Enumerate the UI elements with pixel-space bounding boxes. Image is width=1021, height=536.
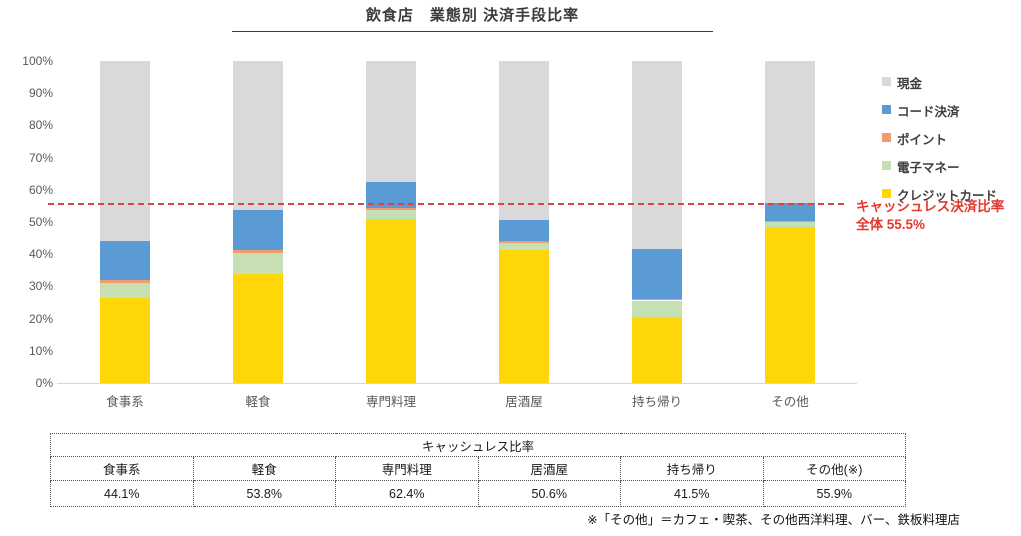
cashless-annotation: キャッシュレス決済比率 全体 55.5% (856, 198, 1021, 234)
table-value-cell: 41.5% (620, 480, 764, 507)
bar-segment-credit-card (499, 250, 549, 383)
table-value-cell: 53.8% (192, 480, 336, 507)
bar-segment-e-money (499, 243, 549, 251)
legend-item-e-money: 電子マネー (882, 157, 960, 175)
table-column-header: 居酒屋 (477, 456, 621, 481)
legend-item-points: ポイント (882, 129, 947, 147)
table-title: キャッシュレス比率 (50, 433, 906, 457)
y-axis-tick-label: 20% (28, 311, 53, 326)
x-axis-category-label: その他 (771, 395, 809, 409)
chart-title: 飲食店 業態別 決済手段比率 (365, 7, 580, 24)
bar-segment-e-money (765, 222, 815, 228)
y-axis-tick-label: 90% (28, 86, 53, 101)
table-column-header: 持ち帰り (620, 456, 764, 481)
bar-segment-points (765, 221, 815, 222)
bar-segment-cash (765, 61, 815, 203)
bar-segment-points (499, 241, 549, 244)
bar-segment-points (632, 298, 682, 301)
bar-segment-e-money (100, 283, 150, 299)
x-axis-category-label: 持ち帰り (631, 395, 682, 409)
table-value-cell: 55.9% (762, 480, 906, 507)
y-axis-tick-label: 50% (28, 215, 53, 229)
legend-item-cash: 現金 (882, 73, 922, 91)
bar-segment-credit-card (632, 316, 682, 383)
table-value-cell: 44.1% (50, 480, 194, 507)
summary-table: キャッシュレス比率 食事系 軽食 専門料理 居酒屋 持ち帰り その他(※) 44.1% 53… (50, 433, 906, 507)
bar-segment-code-payment (233, 209, 283, 251)
legend-label: 電子マネー (897, 161, 960, 175)
table-column-header: 食事系 (50, 456, 194, 481)
table-value-cell: 62.4% (335, 480, 479, 507)
legend-swatch (882, 189, 891, 198)
x-axis-category-label: 専門料理 (365, 395, 416, 409)
bar-segment-e-money (233, 252, 283, 275)
y-axis-tick-label: 0% (35, 376, 53, 390)
legend-label: ポイント (897, 133, 948, 147)
legend-swatch (882, 161, 891, 170)
cashless-annotation-line1: キャッシュレス決済比率 (856, 199, 1005, 214)
bar-segment-e-money (366, 209, 416, 219)
bar-segment-cash (499, 61, 549, 221)
y-axis-tick-label: 10% (28, 343, 53, 358)
x-axis-line (57, 383, 857, 384)
table-column-header: 軽食 (192, 456, 336, 481)
bar-segment-credit-card (100, 298, 150, 383)
table-value-cell: 50.6% (477, 480, 621, 507)
x-axis-category-label: 食事系 (106, 395, 144, 409)
legend-item-code-payment: コード決済 (882, 101, 960, 119)
y-axis-tick-label: 40% (28, 247, 53, 262)
footnote: ※「その他」＝カフェ・喫茶、その他西洋料理、バー、鉄板料理店 (587, 513, 960, 527)
y-axis-tick-label: 60% (28, 182, 53, 197)
legend-swatch (882, 105, 891, 114)
bar-segment-code-payment (100, 241, 150, 281)
y-axis-tick-label: 80% (28, 118, 53, 133)
bar-segment-code-payment (499, 220, 549, 242)
bar-segment-credit-card (765, 227, 815, 383)
y-axis-tick-label: 70% (28, 150, 53, 165)
legend-label: クレジットカード (897, 189, 998, 203)
reference-line (48, 203, 848, 206)
bar-segment-credit-card (366, 218, 416, 383)
table-column-header: 専門料理 (335, 456, 479, 481)
legend-swatch (882, 77, 891, 86)
x-axis-category-label: 居酒屋 (505, 395, 543, 409)
bar-segment-e-money (632, 300, 682, 317)
legend-item-credit-card: クレジットカード (882, 185, 997, 203)
legend-label: コード決済 (897, 105, 960, 119)
legend-label: 現金 (897, 77, 923, 91)
bar-segment-cash (100, 61, 150, 241)
x-axis-category-label: 軽食 (245, 395, 271, 409)
bar-segment-code-payment (632, 249, 682, 299)
y-axis-tick-label: 100% (22, 54, 53, 68)
bar-segment-code-payment (765, 203, 815, 221)
cashless-annotation-line2: 全体 55.5% (856, 217, 926, 233)
legend-swatch (882, 133, 891, 142)
bar-segment-points (233, 250, 283, 253)
bar-segment-cash (233, 61, 283, 210)
chart-title-underline (232, 31, 713, 32)
bar-segment-cash (366, 61, 416, 183)
bar-segment-cash (632, 61, 682, 250)
bar-segment-credit-card (233, 274, 283, 383)
bar-segment-points (366, 207, 416, 210)
table-column-header: その他(※) (762, 456, 906, 481)
y-axis-tick-label: 30% (28, 279, 53, 294)
bar-segment-points (100, 280, 150, 284)
